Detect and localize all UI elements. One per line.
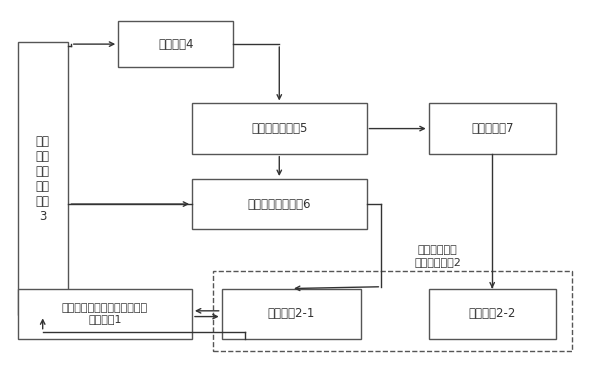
Bar	[221, 289, 361, 339]
Text: 人机交互参数设置和测量结果
显示单元1: 人机交互参数设置和测量结果 显示单元1	[61, 303, 148, 324]
Text: 限流单元4: 限流单元4	[158, 38, 193, 51]
Bar	[213, 270, 573, 351]
Text: 微电流微分传感器6: 微电流微分传感器6	[248, 197, 311, 211]
Bar	[192, 179, 367, 229]
Bar	[429, 103, 556, 154]
Text: 可调
上升
速率
直流
电源
3: 可调 上升 速率 直流 电源 3	[36, 135, 50, 223]
Bar	[192, 103, 367, 154]
Bar	[429, 289, 556, 339]
Text: 测量单元2-2: 测量单元2-2	[469, 307, 516, 320]
Text: 电压传感器7: 电压传感器7	[471, 122, 513, 135]
Text: 控制单元2-1: 控制单元2-1	[267, 307, 315, 320]
Bar	[118, 21, 233, 68]
Bar	[17, 289, 192, 339]
Text: 气体放电管负载5: 气体放电管负载5	[251, 122, 307, 135]
Bar	[17, 42, 68, 315]
Text: 微型计算机控
制与测量单元2: 微型计算机控 制与测量单元2	[414, 245, 461, 267]
